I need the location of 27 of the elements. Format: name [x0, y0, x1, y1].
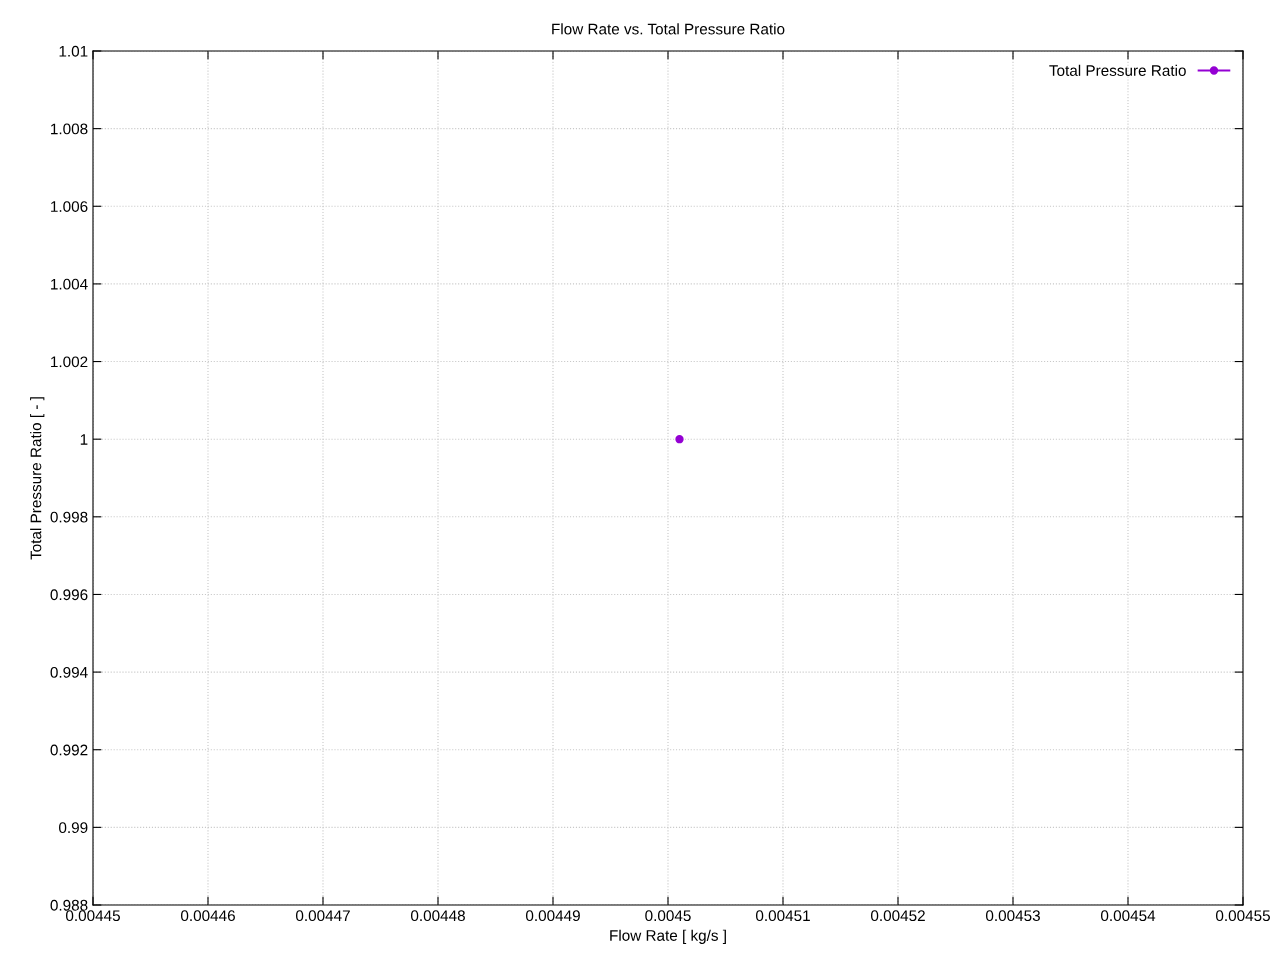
x-tick-label: 0.00455 [1215, 910, 1270, 922]
x-tick-label: 0.00454 [1100, 910, 1156, 922]
y-tick-label: 0.988 [50, 899, 88, 911]
y-tick-label: 0.994 [50, 666, 88, 678]
x-tick-label: 0.00452 [870, 910, 925, 922]
y-tick-label: 0.998 [50, 511, 88, 523]
y-axis-title: Total Pressure Ratio [ - ] [30, 397, 45, 560]
x-tick-label: 0.00445 [65, 910, 120, 922]
x-tick-label: 0.00447 [295, 910, 350, 922]
y-tick-label: 0.992 [50, 744, 88, 756]
x-tick-label: 0.0045 [645, 910, 691, 922]
x-tick-label: 0.00449 [525, 910, 580, 922]
x-tick-label: 0.00451 [755, 910, 810, 922]
x-tick-label: 0.00448 [410, 910, 465, 922]
y-tick-label: 1.01 [59, 45, 88, 57]
y-tick-label: 1.008 [51, 123, 88, 135]
y-tick-label: 1.002 [51, 356, 88, 368]
y-tick-label: 1.004 [51, 278, 88, 290]
chart-title: Flow Rate vs. Total Pressure Ratio [552, 23, 785, 35]
y-tick-label: 1 [80, 434, 88, 445]
x-axis-title: Flow Rate [ kg/s ] [610, 929, 726, 944]
legend-label: Total Pressure Ratio [1049, 64, 1186, 76]
y-tick-label: 1.006 [51, 201, 88, 212]
y-tick-label: 0.996 [50, 589, 88, 601]
y-tick-label: 0.99 [59, 822, 88, 834]
x-tick-label: 0.00446 [180, 910, 235, 922]
x-tick-label: 0.00453 [985, 910, 1040, 922]
